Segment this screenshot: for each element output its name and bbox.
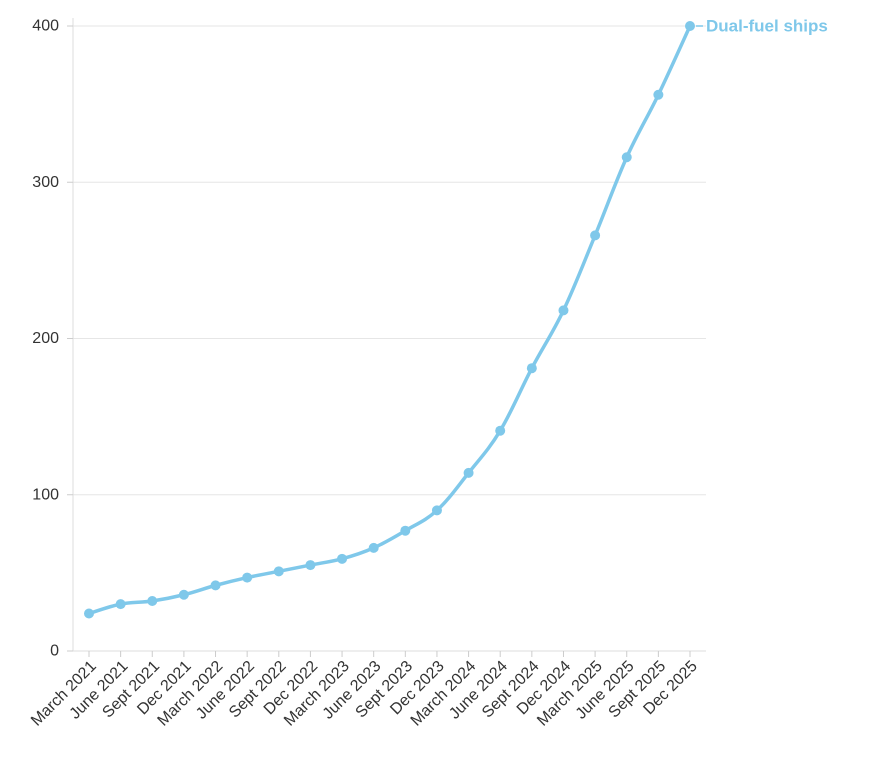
data-point — [526, 363, 537, 374]
data-point — [305, 560, 316, 571]
data-point — [495, 425, 506, 436]
y-tick-label: 300 — [32, 174, 59, 191]
data-point — [621, 152, 632, 163]
series-line-0 — [87, 24, 692, 616]
y-tick-label: 200 — [32, 330, 59, 347]
data-point — [337, 553, 348, 564]
data-point — [242, 572, 253, 583]
data-point — [431, 505, 442, 516]
data-point — [685, 21, 695, 31]
data-point — [400, 525, 411, 536]
y-tick-label: 400 — [32, 18, 59, 35]
series-layer: Dual-fuel ships — [84, 17, 828, 619]
axes — [72, 18, 706, 652]
data-point — [653, 89, 664, 100]
data-point — [84, 608, 94, 619]
series-label: Dual-fuel ships — [706, 17, 828, 36]
data-point — [210, 580, 221, 591]
y-tick-label: 0 — [50, 643, 59, 660]
data-point — [368, 542, 379, 553]
data-point — [590, 230, 601, 241]
y-axis-ticks: 0 100 200 300 400 — [32, 18, 73, 660]
data-point — [558, 305, 569, 316]
data-point — [115, 599, 126, 610]
data-point — [178, 589, 189, 600]
data-point — [147, 596, 158, 606]
gridlines — [73, 25, 706, 496]
data-point — [463, 467, 474, 478]
y-tick-label: 100 — [32, 486, 59, 503]
data-point — [273, 566, 284, 577]
